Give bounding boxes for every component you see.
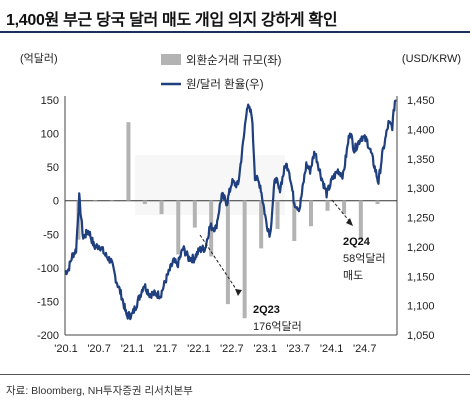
- annotation-2q24-text: 58억달러: [343, 252, 386, 265]
- x-tick-label: '21.7: [154, 343, 178, 355]
- annotation-2q24-arrowhead: [346, 218, 353, 226]
- bar-23Q4: [325, 200, 330, 211]
- chart-title: 1,400원 부근 당국 달러 매도 개입 의지 강하게 확인: [6, 12, 338, 29]
- annotation-2q24-text2: 매도: [343, 269, 363, 282]
- x-tick-label: '23.7: [286, 343, 310, 355]
- x-tick-label: '23.1: [254, 343, 278, 355]
- legend-bar-swatch: [161, 54, 181, 65]
- bar-21Q4: [192, 200, 197, 228]
- bar-22Q3: [242, 200, 247, 319]
- right-tick-label: 1,100: [407, 301, 435, 313]
- bar-23Q3: [309, 200, 313, 227]
- right-tick-label: 1,400: [407, 124, 435, 136]
- bar-21Q1: [142, 200, 147, 205]
- annotation-2q24-title: 2Q24: [343, 236, 371, 248]
- x-tick-label: '22.1: [187, 343, 211, 355]
- x-tick-label: '24.1: [320, 343, 344, 355]
- bar-20Q2: [93, 200, 98, 201]
- bars-group: [76, 122, 380, 319]
- usdkrw-line: [64, 99, 397, 321]
- right-tick-label: 1,150: [407, 271, 435, 283]
- bar-21Q2: [159, 200, 164, 215]
- right-tick-label: 1,300: [407, 183, 435, 195]
- bar-23Q1: [275, 200, 280, 229]
- annotation-2q23-arrow: [199, 234, 239, 293]
- left-tick-label: -100: [37, 263, 59, 275]
- left-tick-label: 100: [41, 129, 59, 141]
- bar-22Q2: [225, 200, 230, 305]
- source-note: 자료: Bloomberg, NH투자증권 리서치본부: [6, 385, 193, 397]
- left-tick-label: -150: [37, 296, 59, 308]
- annotation-2q24-arrow: [331, 199, 351, 223]
- left-tick-label: 50: [47, 162, 59, 174]
- x-tick-label: '21.1: [121, 343, 145, 355]
- annotation-2q23-arrowhead: [235, 289, 242, 296]
- left-tick-label: 150: [41, 95, 59, 107]
- line-group: [64, 99, 397, 321]
- bar-24Q2: [358, 200, 363, 240]
- bar-24Q1: [342, 200, 347, 215]
- source-divider: [0, 374, 470, 375]
- bar-24Q3: [375, 200, 380, 205]
- legend-bar-label: 외환순거래 규모(좌): [186, 54, 282, 67]
- x-tick-label: '20.7: [87, 343, 111, 355]
- annotation-2q23-title: 2Q23: [253, 304, 280, 316]
- left-tick-label: -200: [37, 330, 59, 342]
- right-tick-label: 1,200: [407, 242, 435, 254]
- right-tick-label: 1,250: [407, 213, 435, 225]
- right-tick-label: 1,050: [407, 330, 435, 342]
- bar-23Q2: [292, 200, 297, 241]
- bar-20Q3: [109, 200, 114, 202]
- left-tick-label: 0: [53, 196, 59, 208]
- annotation-2q23-text: 176억달러: [253, 320, 302, 333]
- chart-area: -200 -150 -100 -50 0 50 100 150 1,050 1,100 1,150 1…: [20, 52, 461, 355]
- right-tick-label: 1,350: [407, 154, 435, 166]
- legend-line-label: 원/달러 환율(우): [186, 77, 264, 91]
- title-underline: [0, 31, 470, 33]
- annotations-group: 2Q23 176억달러 2Q24 58억달러 매도: [199, 199, 386, 333]
- x-tick-label: '24.7: [353, 343, 377, 355]
- legend: 외환순거래 규모(좌) 원/달러 환율(우): [161, 54, 282, 91]
- x-tick-label: '20.1: [54, 343, 78, 355]
- left-axis-title: (억달러): [20, 52, 58, 65]
- bar-21Q3: [176, 200, 181, 255]
- bar-20Q4: [126, 122, 131, 201]
- axes-group: -200 -150 -100 -50 0 50 100 150 1,050 1,100 1,150 1…: [37, 95, 435, 355]
- x-tick-label: '22.7: [220, 343, 244, 355]
- right-axis-title: (USD/KRW): [402, 53, 461, 65]
- bar-22Q4: [259, 200, 264, 249]
- right-tick-label: 1,450: [407, 95, 435, 107]
- left-tick-label: -50: [43, 229, 59, 241]
